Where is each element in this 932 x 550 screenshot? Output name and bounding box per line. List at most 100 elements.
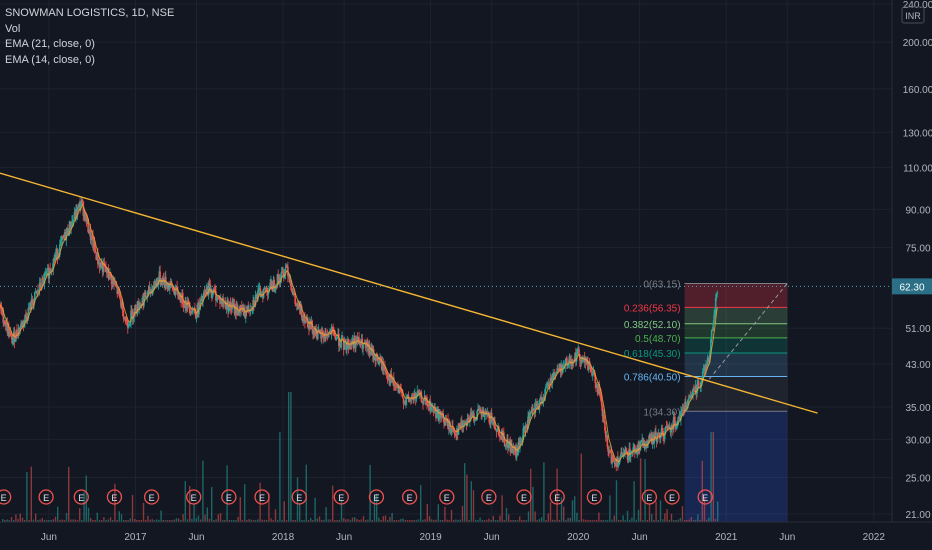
candle-body — [356, 336, 359, 342]
candle-body — [649, 434, 651, 439]
candle-body — [602, 414, 605, 417]
candle-body — [121, 302, 123, 309]
candle-body — [177, 295, 180, 300]
candle-body — [541, 396, 543, 404]
candle-body — [494, 421, 496, 430]
candle-body — [664, 426, 667, 434]
volume-bar — [334, 519, 336, 522]
volume-bar — [318, 516, 321, 522]
candle-body — [240, 305, 242, 307]
candle-body — [663, 433, 666, 439]
time-tick-label-10: Jun — [779, 532, 795, 543]
candle-body — [530, 412, 533, 414]
volume-bar — [37, 519, 39, 522]
volume-bar — [450, 509, 453, 522]
candle-body — [171, 283, 174, 288]
volume-bar — [2, 519, 4, 522]
candle-body — [93, 241, 96, 249]
candle-body — [4, 321, 6, 325]
candle-body — [342, 338, 345, 350]
volume-bar — [382, 516, 384, 522]
volume-bar — [296, 477, 299, 522]
volume-bar — [290, 392, 292, 522]
volume-bar — [453, 520, 455, 522]
candle-body — [255, 294, 258, 296]
volume-bar — [527, 511, 530, 522]
candle-body — [222, 298, 225, 305]
volume-bar — [686, 519, 688, 522]
candle-body — [451, 425, 453, 430]
candle-body — [55, 248, 58, 255]
fib-level-label-4: 0.618(45.30) — [624, 349, 681, 360]
candle-body — [580, 356, 583, 364]
volume-bar — [393, 520, 395, 522]
candle-body — [315, 328, 318, 337]
candle-body — [254, 294, 257, 306]
candle-body — [623, 452, 626, 454]
candle-body — [122, 316, 125, 320]
candle-body — [504, 445, 507, 447]
candle-body — [667, 426, 669, 429]
candle-body — [525, 425, 528, 427]
candle-body — [526, 425, 529, 429]
volume-bar — [717, 501, 719, 522]
candle-body — [270, 281, 272, 284]
volume-bar — [211, 486, 213, 522]
candle-body — [642, 439, 644, 446]
volume-bar — [651, 514, 653, 522]
candle-body — [79, 202, 81, 209]
candle-body — [555, 371, 558, 373]
candle-body — [658, 432, 660, 437]
candle-body — [512, 445, 515, 453]
candle-body — [695, 385, 698, 394]
candle-body — [584, 358, 587, 363]
volume-bar — [466, 474, 468, 522]
volume-bar — [343, 518, 345, 522]
volume-bar — [378, 517, 380, 522]
candle-body — [371, 346, 373, 356]
candle-body — [684, 401, 687, 411]
candle-body — [129, 321, 132, 325]
candle-body — [332, 327, 334, 331]
volume-bar — [554, 519, 556, 522]
candle-body — [271, 289, 274, 291]
candle-body — [140, 304, 143, 306]
legend-vol[interactable]: Vol — [5, 22, 21, 35]
candle-body — [490, 412, 492, 425]
candle-body — [253, 300, 255, 305]
candle-body — [90, 235, 93, 241]
candle-body — [532, 408, 535, 411]
candle-body — [673, 417, 676, 423]
candle-body — [578, 349, 580, 355]
volume-bar — [499, 515, 501, 522]
candle-body — [202, 297, 204, 302]
legend-ema-14[interactable]: EMA (14, close, 0) — [5, 53, 95, 66]
volume-bar — [695, 519, 697, 522]
candle-body — [416, 391, 419, 397]
candle-body — [375, 353, 377, 362]
legend-symbol[interactable]: SNOWMAN LOGISTICS, 1D, NSE — [5, 7, 175, 19]
candle-body — [378, 360, 381, 365]
candle-body — [82, 201, 85, 216]
volume-bar — [574, 496, 576, 522]
candle-body — [93, 241, 95, 248]
candle-body — [57, 253, 60, 259]
fib-zone-1 — [684, 307, 788, 324]
legend-ema-21[interactable]: EMA (21, close, 0) — [5, 38, 95, 50]
candle-body — [397, 387, 400, 394]
volume-bar — [703, 497, 706, 522]
volume-bar — [21, 517, 24, 522]
candle-body — [323, 337, 326, 339]
candle-body — [247, 305, 250, 312]
volume-bar — [17, 518, 19, 522]
candle-body — [69, 221, 72, 229]
candle-body — [283, 271, 285, 279]
candle-body — [211, 290, 213, 297]
candle-body — [184, 300, 186, 308]
volume-bar — [615, 480, 618, 522]
volume-bar — [409, 519, 411, 522]
candle-body — [216, 295, 219, 300]
candle-body — [224, 302, 226, 304]
candle-body — [124, 317, 127, 321]
